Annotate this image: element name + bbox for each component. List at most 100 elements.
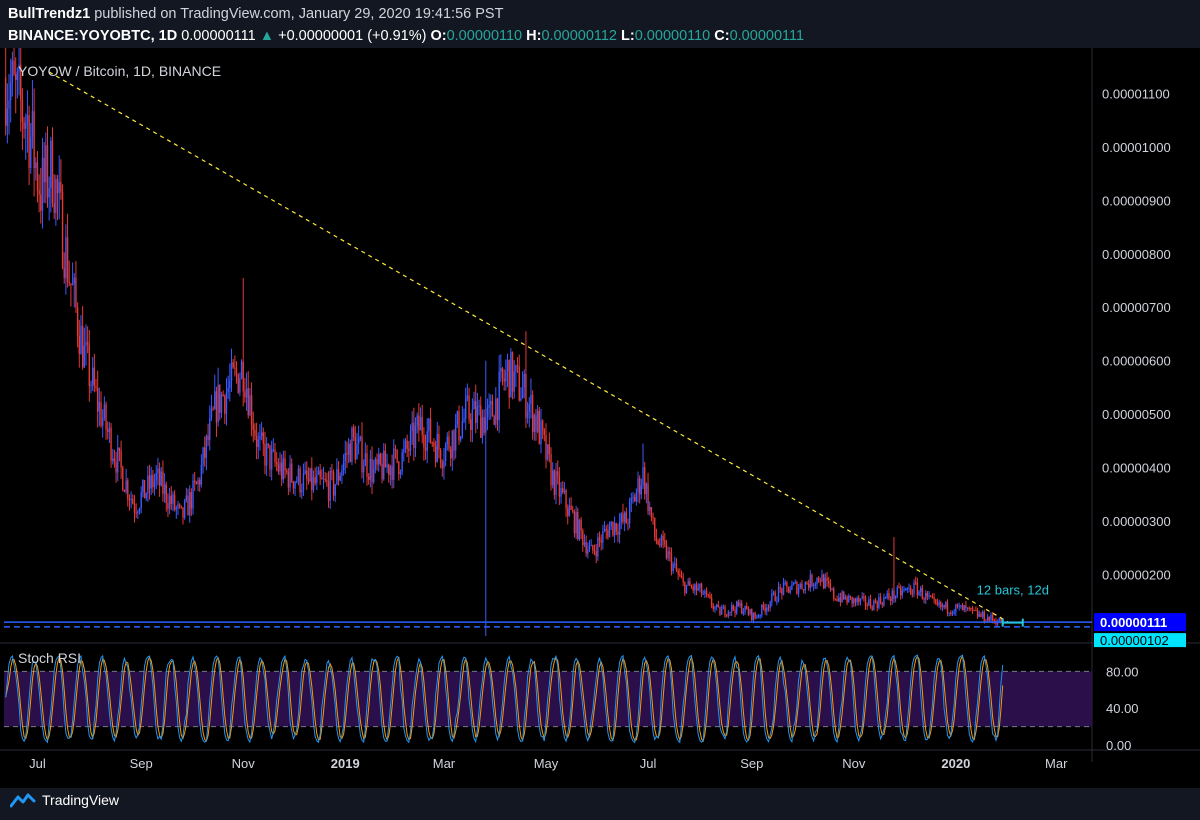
- candle-body: [699, 583, 701, 589]
- candle-body: [746, 605, 748, 610]
- author-name[interactable]: BullTrendz1: [8, 6, 91, 22]
- candle-body: [846, 596, 848, 603]
- candle-body: [970, 607, 972, 609]
- candle-body: [695, 584, 698, 591]
- candle-body: [665, 543, 668, 559]
- candle-body: [590, 545, 592, 547]
- candle-body: [98, 402, 101, 412]
- candle-body: [578, 519, 581, 539]
- candle-body: [15, 74, 17, 80]
- candle-body: [572, 509, 574, 512]
- candle-body: [8, 100, 10, 109]
- candle-body: [454, 424, 457, 451]
- candle-body: [433, 442, 435, 447]
- candle-body: [779, 587, 781, 589]
- candle-body: [600, 540, 602, 543]
- candle-body: [568, 505, 571, 516]
- candle-body: [438, 434, 440, 450]
- candle-body: [714, 606, 716, 609]
- candle-body: [356, 443, 358, 460]
- candle-body: [192, 480, 194, 509]
- tradingview-footer[interactable]: TradingView: [10, 788, 119, 812]
- candle-body: [935, 599, 937, 603]
- candle-body: [732, 605, 735, 610]
- candle-body: [889, 598, 892, 601]
- candle-body: [386, 464, 388, 468]
- candle-body: [296, 481, 298, 483]
- descending-trendline[interactable]: [48, 71, 1012, 625]
- candle-body: [679, 574, 681, 576]
- candle-body: [73, 277, 75, 285]
- candle-body: [48, 188, 50, 198]
- candle-body: [294, 481, 296, 489]
- price-tick-label: 0.00000300: [1102, 514, 1171, 529]
- candle-body: [401, 452, 403, 473]
- candle-body: [122, 467, 124, 491]
- stoch-rsi-d-line: [5, 655, 1004, 743]
- tradingview-brand: TradingView: [42, 792, 120, 808]
- candle-body: [493, 416, 495, 425]
- candle-body: [998, 617, 1001, 623]
- candle-body: [781, 588, 783, 595]
- candle-body: [903, 589, 905, 591]
- candle-body: [774, 592, 776, 602]
- candle-body: [689, 581, 691, 586]
- candle-body: [838, 597, 840, 602]
- candle-body: [720, 608, 723, 615]
- candle-body: [871, 607, 873, 611]
- candle-body: [690, 585, 693, 588]
- candle-body: [577, 512, 579, 539]
- candle-body: [190, 492, 193, 509]
- candle-body: [329, 471, 331, 501]
- candle-body: [324, 478, 326, 480]
- candle-body: [76, 306, 79, 336]
- candle-body: [364, 453, 367, 467]
- candle-body: [515, 365, 517, 372]
- candle-body: [864, 596, 867, 606]
- candle-body: [593, 550, 596, 552]
- candle-body: [40, 194, 42, 211]
- candle-body: [963, 605, 965, 611]
- candle-body: [439, 449, 442, 464]
- candle-body: [893, 590, 895, 599]
- candle-body: [809, 574, 812, 588]
- candle-body: [419, 416, 422, 431]
- candle-body: [322, 478, 325, 480]
- candle-body: [841, 591, 843, 603]
- candle-body: [863, 596, 865, 598]
- candle-body: [684, 582, 686, 594]
- candle-body: [277, 464, 280, 472]
- candle-body: [628, 501, 631, 524]
- candle-body: [378, 453, 380, 465]
- candle-body: [337, 468, 340, 481]
- candle-body: [899, 587, 902, 596]
- candle-body: [513, 371, 515, 392]
- candle-body: [993, 620, 996, 622]
- candle-body: [235, 368, 238, 375]
- candle-body: [476, 406, 479, 423]
- candle-body: [951, 612, 954, 614]
- candle-body: [115, 462, 117, 473]
- symbol-label[interactable]: BINANCE:YOYOBTC, 1D: [8, 28, 178, 44]
- candle-body: [971, 607, 974, 611]
- price-tick-label: 0.00000900: [1102, 193, 1171, 208]
- candle-body: [503, 378, 505, 382]
- candle-body: [602, 531, 604, 543]
- candle-body: [981, 611, 984, 617]
- candle-body: [991, 614, 994, 621]
- candle-body: [973, 610, 975, 612]
- candle-body: [595, 551, 597, 557]
- candle-body: [729, 611, 731, 613]
- candle-body: [886, 593, 888, 598]
- candle-body: [511, 352, 514, 392]
- time-tick-label: Nov: [232, 756, 256, 771]
- candle-body: [792, 583, 795, 585]
- candle-body: [960, 605, 962, 607]
- candle-body: [259, 436, 261, 440]
- time-tick-label: Sep: [130, 756, 153, 771]
- candle-body: [605, 528, 607, 531]
- candle-body: [252, 424, 254, 431]
- candle-body: [752, 612, 755, 621]
- price-chart[interactable]: 12 bars, 12d 0.00001100 0.00001000 0.00000…: [0, 48, 1200, 788]
- candle-body: [280, 462, 283, 480]
